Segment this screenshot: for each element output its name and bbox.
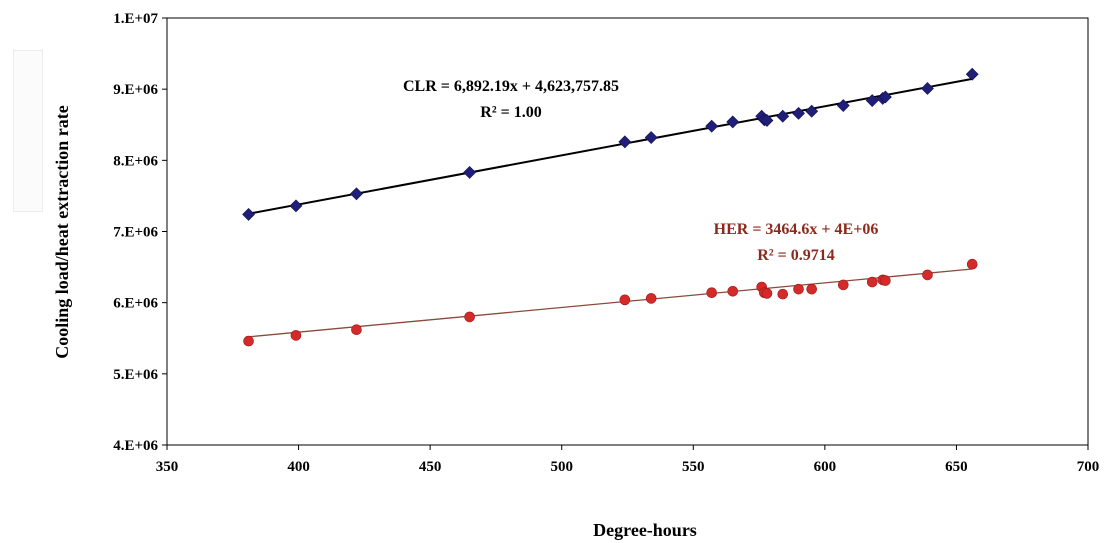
data-point-clr — [921, 82, 934, 95]
y-tick-label: 9.E+06 — [113, 82, 158, 98]
clr-equation: CLR = 6,892.19x + 4,623,757.85 — [403, 78, 619, 95]
data-point-her — [866, 276, 878, 288]
x-axis-title: Degree-hours — [593, 520, 697, 540]
data-point-her — [351, 324, 362, 336]
labels: Degree-hours Cooling load/heat extractio… — [52, 78, 878, 540]
data-point-her — [464, 311, 475, 323]
data-point-her — [966, 258, 978, 270]
data-point-her — [290, 330, 302, 341]
x-tick-label: 450 — [419, 459, 442, 475]
trendline-1 — [248, 268, 973, 338]
data-point-her — [243, 335, 254, 347]
y-tick-label: 4.E+06 — [113, 438, 158, 454]
x-tick-label: 500 — [550, 459, 573, 475]
data-point-clr — [618, 135, 632, 149]
data-point-clr — [792, 106, 805, 120]
data-point-her — [727, 285, 739, 297]
y-tick-label: 5.E+06 — [113, 367, 158, 383]
faint-box — [13, 50, 43, 212]
y-tick-label: 1.E+07 — [113, 11, 158, 27]
x-tick-label: 600 — [814, 459, 837, 475]
x-tick-label: 350 — [156, 459, 179, 475]
data-point-clr — [705, 119, 719, 133]
data-point-her — [645, 293, 657, 304]
data-point-clr — [726, 115, 740, 129]
clr-r2: R² = 1.00 — [480, 104, 541, 121]
data-point-clr — [644, 131, 658, 144]
data-point-clr — [878, 90, 892, 104]
x-tick-label: 650 — [945, 459, 968, 475]
y-tick-label: 7.E+06 — [113, 225, 158, 241]
data-point-her — [619, 294, 631, 306]
data-point-clr — [865, 94, 879, 107]
data-point-clr — [289, 199, 303, 213]
data-point-clr — [836, 99, 850, 112]
data-point-her — [777, 288, 789, 300]
data-point-clr — [242, 207, 255, 221]
axes: 350 400 450 500 550 600 650 700 4.E+06 5.E+06 6.E+… — [113, 11, 1099, 475]
data-point-clr — [776, 109, 790, 123]
data-point-her — [806, 283, 818, 295]
x-tick-label: 400 — [287, 459, 310, 475]
y-tick-label: 8.E+06 — [113, 153, 158, 169]
data-point-her — [837, 279, 849, 291]
x-tick-label: 700 — [1077, 459, 1100, 475]
data-point-her — [761, 288, 773, 299]
data-point-her — [706, 287, 718, 299]
y-tick-label: 6.E+06 — [113, 296, 158, 312]
trendline-0 — [248, 77, 973, 215]
x-tick-label: 550 — [682, 459, 705, 475]
data-point-clr — [463, 166, 477, 179]
her-equation: HER = 3464.6x + 4E+06 — [714, 221, 879, 238]
data-point-her — [922, 269, 933, 281]
data-point-clr — [965, 67, 979, 81]
data-points — [242, 67, 979, 347]
data-point-her — [880, 275, 891, 286]
data-point-clr — [350, 187, 363, 201]
y-axis-title: Cooling load/heat extraction rate — [52, 105, 72, 358]
data-point-clr — [760, 114, 774, 127]
trendlines — [248, 77, 973, 338]
her-r2: R² = 0.9714 — [757, 247, 834, 264]
data-point-clr — [805, 104, 819, 118]
data-point-her — [793, 283, 804, 295]
